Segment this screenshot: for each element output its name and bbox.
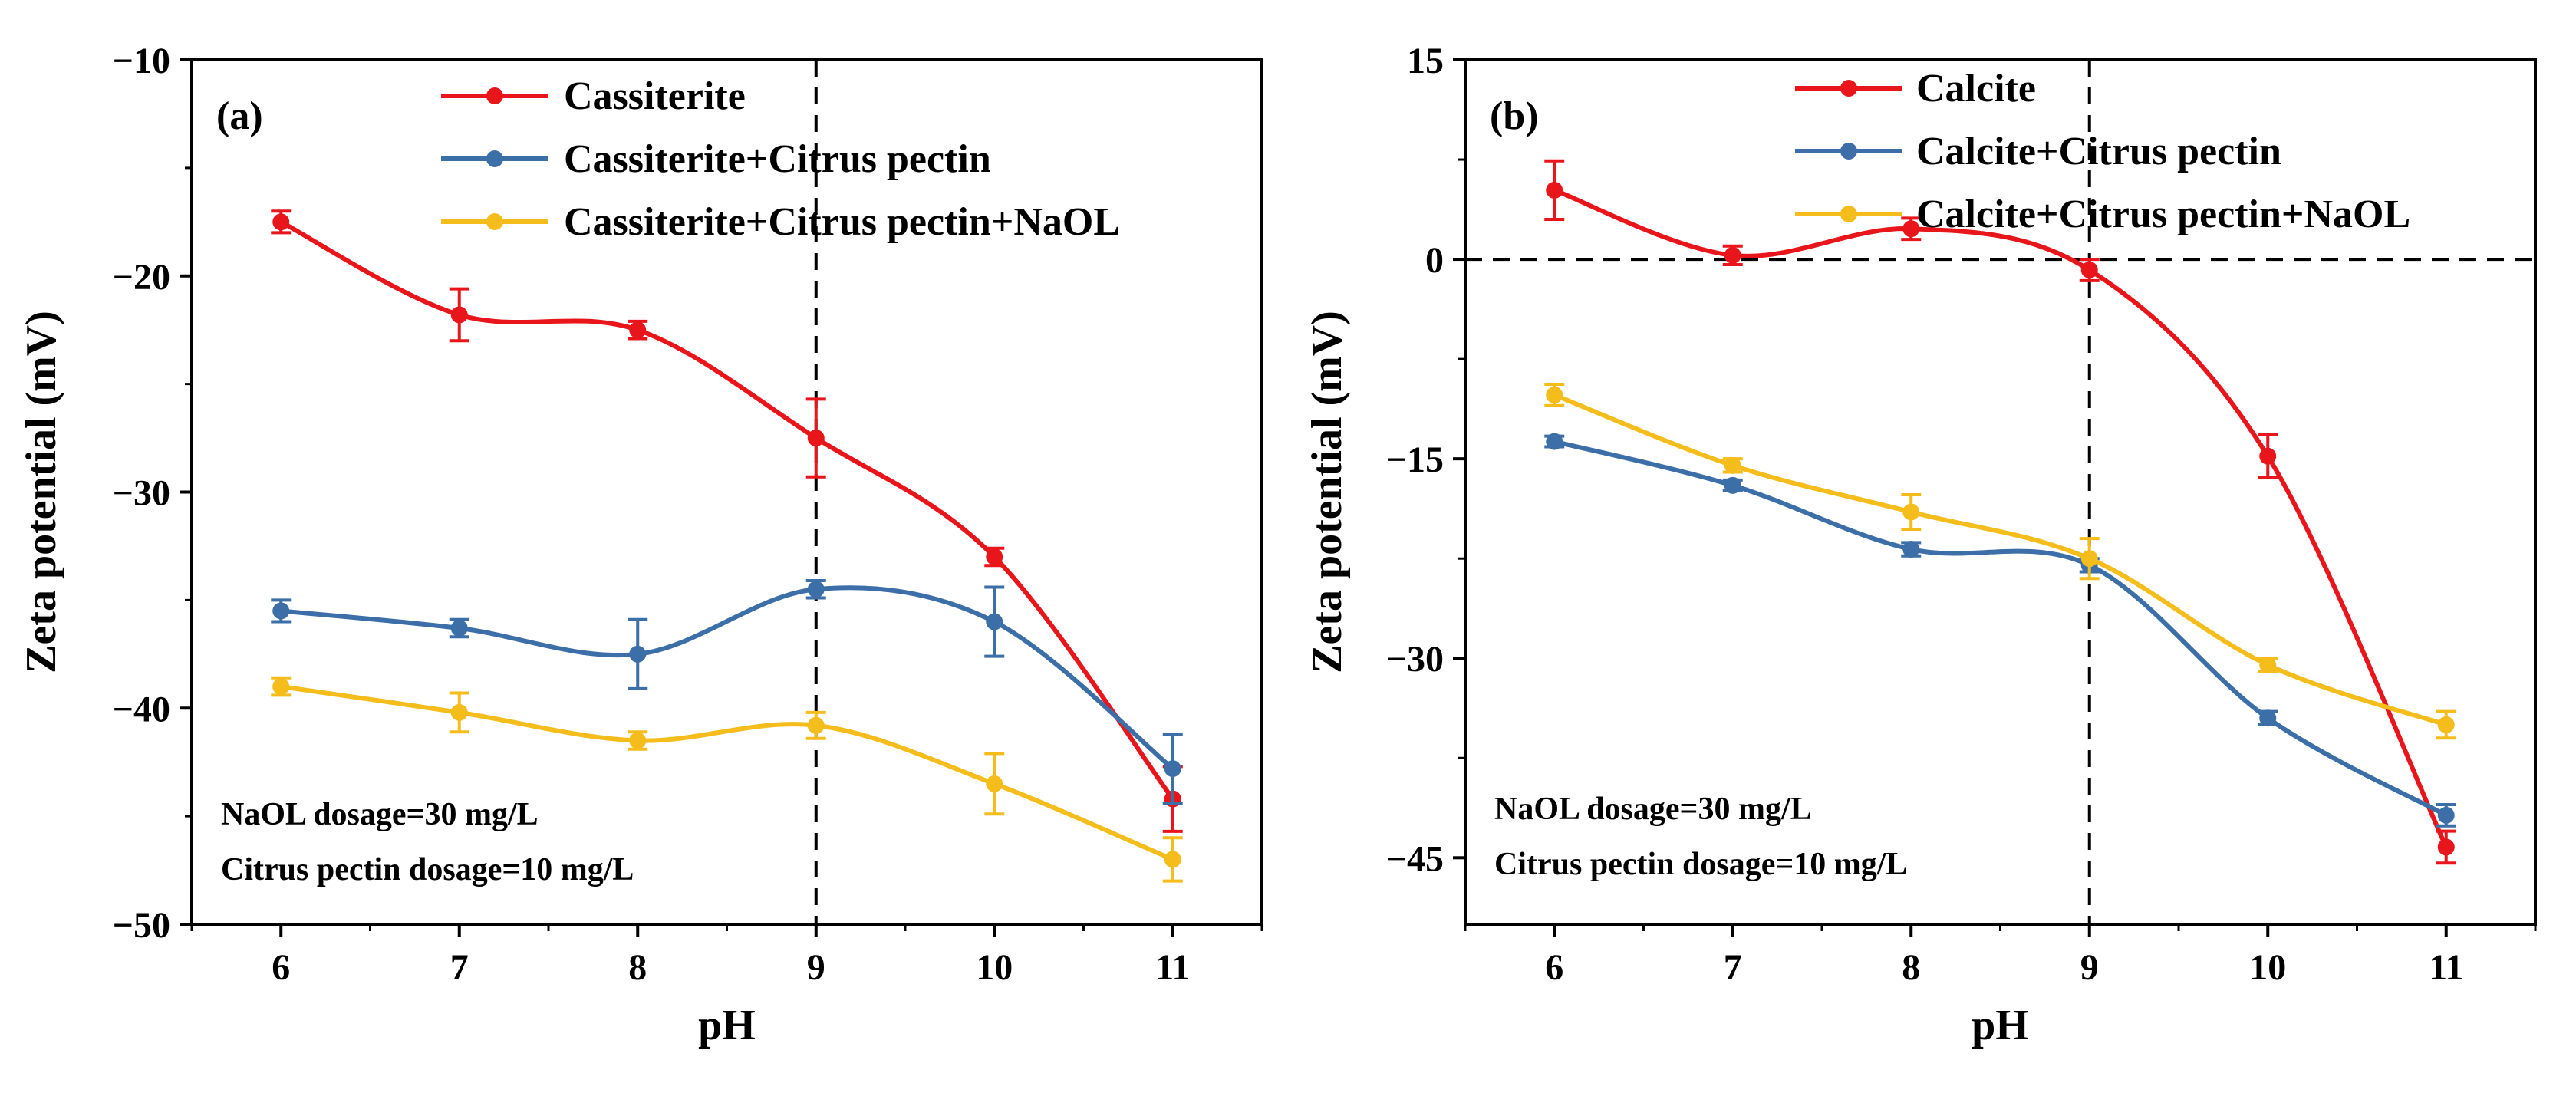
data-point [272,602,290,620]
data-point [2259,447,2277,465]
x-tick-label: 6 [1545,947,1563,988]
y-tick-label: −10 [113,41,170,81]
series-0 [271,209,1183,833]
x-tick-label: 9 [2080,947,2099,988]
data-point [986,775,1003,792]
chart-panel-b: 6 7 8 9 10 11 15 0 −15 −30 −45 pH Zeta potential (mV… [1303,41,2537,1049]
legend-entry: Cassiterite [564,74,746,118]
data-point [1724,476,1741,494]
y-tick-label: −45 [1386,838,1444,879]
data-point [2437,806,2455,824]
data-point [1724,246,1741,264]
data-point [1546,386,1563,403]
legend-marker [1840,80,1857,97]
series-line [279,219,1175,801]
data-point [272,678,290,696]
dosage-annotation: Citrus pectin dosage=10 mg/L [1494,847,1907,882]
series-1 [1544,433,2456,828]
x-tick-label: 8 [628,947,647,988]
legend-marker [486,213,503,230]
legend-entry: Cassiterite+Citrus pectin+NaOL [564,200,1120,244]
data-point [986,613,1003,630]
x-tick-label: 10 [976,947,1013,988]
data-point [450,703,468,721]
legend-marker [486,150,503,167]
x-tick-label: 6 [272,947,290,988]
x-axis-title: pH [1972,1002,2029,1049]
legend-entry: Cassiterite+Citrus pectin [564,137,991,181]
series-1 [271,579,1183,805]
panel-label: (b) [1490,94,1539,138]
y-tick-label: −15 [1386,440,1444,480]
dosage-annotation: NaOL dosage=30 mg/L [1494,792,1812,827]
series-0 [1544,159,2456,865]
data-point [2259,656,2277,673]
data-point [1164,851,1181,868]
legend-entry: Calcite+Citrus pectin+NaOL [1916,193,2410,236]
x-axis-title: pH [698,1002,756,1049]
x-tick-label: 7 [450,947,469,988]
x-tick-label: 9 [807,947,825,988]
dosage-annotation: NaOL dosage=30 mg/L [221,797,539,832]
y-tick-label: −50 [113,905,170,946]
data-point [1902,220,1920,238]
series-line [1553,393,2447,727]
data-point [2080,550,2098,568]
data-point [2437,838,2455,856]
data-point [2080,261,2098,278]
series-line [280,585,1174,771]
data-point [1724,456,1741,474]
x-tick-label: 11 [1155,947,1190,988]
y-tick-label: 0 [1425,240,1444,281]
data-point [272,213,290,231]
data-point [807,716,825,734]
data-point [1546,181,1563,199]
x-tick-label: 11 [2429,947,2463,988]
chart-panel-a: 6 7 8 9 10 11 −10 −20 −30 −40 −50 pH Zeta potential … [18,41,1263,1049]
legend-marker [1840,143,1857,160]
data-point [1902,541,1920,558]
series-2 [1544,383,2456,740]
y-tick-label: 15 [1407,41,1444,81]
series-2 [271,676,1183,883]
data-point [807,581,825,598]
data-point [629,645,647,663]
legend-marker [486,87,503,104]
data-point [629,732,647,749]
data-point [1164,760,1181,778]
series-line [280,684,1174,862]
plot-frame [190,58,1263,926]
legend-marker [1840,206,1857,222]
series-line [1553,439,2448,818]
panel-label: (a) [216,94,263,138]
x-tick-label: 8 [1902,947,1920,988]
data-point [807,430,825,447]
dosage-annotation: Citrus pectin dosage=10 mg/L [221,852,634,887]
data-point [1902,503,1920,521]
y-axis-title: Zeta potential (mV) [1303,311,1351,673]
y-axis-title: Zeta potential (mV) [18,311,65,673]
legend: Calcite Calcite+Citrus pectin Calcite+Citr… [1795,67,2410,236]
data-point [450,620,468,637]
legend-entry: Calcite [1916,67,2036,110]
data-point [2259,709,2277,727]
data-point [1546,433,1563,450]
y-tick-label: −40 [113,689,170,729]
y-tick-label: −20 [113,257,170,298]
legend: Cassiterite Cassiterite+Citrus pectin Cass… [441,74,1120,244]
data-point [450,306,468,324]
legend-entry: Calcite+Citrus pectin [1916,130,2281,173]
y-tick-label: −30 [113,473,170,514]
data-point [2437,716,2455,733]
y-tick-label: −30 [1386,639,1444,680]
x-tick-label: 7 [1724,947,1742,988]
x-tick-label: 10 [2249,947,2286,988]
data-point [986,548,1003,566]
data-point [629,321,647,339]
